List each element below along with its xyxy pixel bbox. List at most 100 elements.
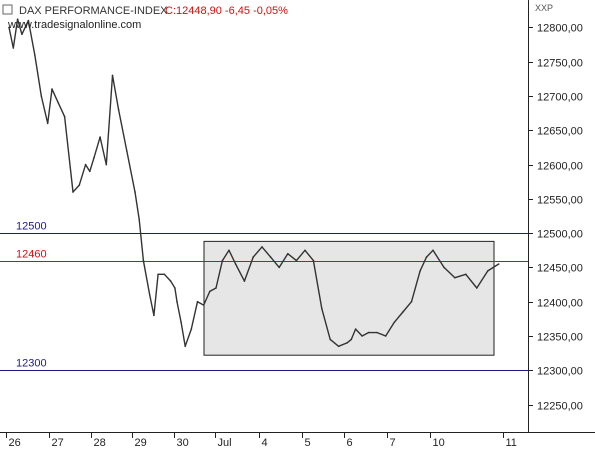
price-point [346,342,348,344]
price-point [443,266,445,269]
reference-line-label: 12460 [16,249,47,261]
y-tick-label: 12750,00 [537,58,583,70]
price-point [142,259,145,262]
y-tick-label: 12700,00 [537,92,583,104]
price-point [93,156,95,159]
y-tick-label: 12300,00 [537,366,583,378]
price-point [46,122,49,125]
y-tick-label: 12600,00 [537,161,583,173]
price-point [99,136,101,138]
price-point [34,54,36,56]
price-point [367,331,370,334]
y-tick-label: 12350,00 [537,332,583,344]
price-point [163,273,166,276]
x-tick-label: 27 [52,437,64,449]
price-point [354,328,357,330]
price-point [148,294,151,296]
price-point [312,259,315,262]
price-point [252,256,254,258]
y-tick-label: 12450,00 [537,263,583,275]
price-point [321,307,323,310]
price-point [350,338,353,341]
price-point [111,74,114,77]
price-point [454,276,456,279]
price-point [376,331,378,334]
price-point [157,273,159,276]
price-point [27,19,30,22]
price-point [221,259,224,262]
price-series-line [8,18,500,347]
price-point [476,287,478,289]
price-point [243,280,246,282]
price-point [419,270,421,272]
price-point [295,259,298,262]
y-tick-label: 12500,00 [537,229,583,241]
price-point [16,18,19,21]
price-point [497,263,500,265]
y-tick-label: 12800,00 [537,23,583,35]
price-point [393,321,396,324]
price-point [169,280,172,282]
x-tick-label: 4 [262,437,268,449]
price-point [184,345,186,348]
price-point [278,266,281,269]
price-point [8,26,10,29]
price-point [337,345,340,348]
axis-unit-label: XXP [535,3,553,13]
price-point [215,287,217,289]
price-point [126,150,128,152]
x-tick-label: 11 [506,437,517,449]
price-point [487,270,489,272]
x-tick-label: 26 [9,437,21,449]
quote-readout: C:12448,90 -6,45 -0,05% [165,5,288,17]
price-point [72,191,74,193]
x-tick-label: 7 [390,437,396,449]
price-point [117,108,120,111]
price-point [138,218,140,221]
price-point [410,300,413,303]
price-point [209,290,211,293]
y-tick-label: 12400,00 [537,298,583,310]
y-tick-label: 12650,00 [537,126,583,138]
price-point [228,249,230,252]
price-point [425,256,428,258]
reference-line-label: 12300 [16,358,47,370]
price-point [180,321,182,324]
price-point [84,163,87,166]
price-point [269,256,272,258]
price-point [78,184,81,186]
x-tick-label: 5 [305,437,311,449]
price-point [432,249,434,252]
x-tick-label: 28 [94,437,106,449]
price-point [63,115,66,118]
price-point [287,252,289,255]
y-tick-label: 12250,00 [537,401,583,413]
price-point [21,33,23,36]
price-point [196,300,199,303]
price-point [51,88,53,90]
x-tick-label: 10 [433,437,445,449]
x-tick-label: 6 [347,437,353,449]
price-point [202,304,205,306]
price-point [329,338,332,341]
price-point [134,191,136,193]
price-point [402,311,404,313]
price-point [190,328,193,330]
price-point [465,273,467,276]
price-point [361,335,363,337]
y-tick-label: 12550,00 [537,195,583,207]
price-point [384,335,387,337]
price-point [57,102,60,104]
symbol-icon [2,4,13,15]
consolidation-range-box [203,240,495,356]
price-point [40,95,43,97]
reference-line-label: 12500 [16,221,47,233]
x-tick-label: Jul [218,437,232,449]
x-tick-label: 29 [135,437,147,449]
price-point [12,47,15,49]
price-point [261,246,263,248]
x-tick-label: 30 [177,437,189,449]
price-point [105,163,108,166]
